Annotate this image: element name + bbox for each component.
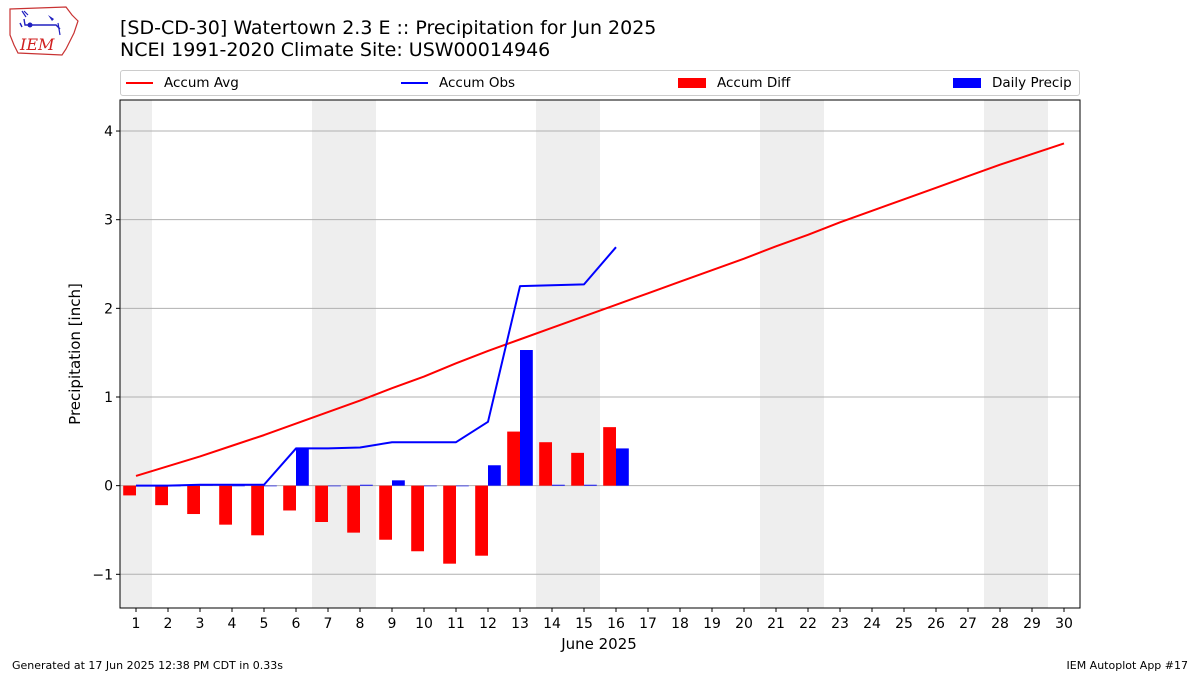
x-tick-label: 1 [132,616,141,632]
accum-obs-line [136,246,617,487]
accum-diff-bar [347,485,360,533]
x-tick-label: 9 [388,616,397,632]
daily-precip-bar [360,484,373,486]
chart-legend: Accum Avg Accum Obs Accum Diff Daily Pre… [120,70,1080,96]
legend-entry-daily-precip: Daily Precip [953,74,1072,92]
accum-diff-bar [507,431,520,486]
svg-text:IEM: IEM [19,35,55,54]
generated-timestamp: Generated at 17 Jun 2025 12:38 PM CDT in… [12,659,284,672]
daily-precip-bar [456,485,469,487]
x-axis-label: June 2025 [560,635,637,653]
y-tick-label: 0 [104,479,113,495]
legend-swatch-accum-diff [678,78,706,88]
x-tick-label: 28 [991,616,1009,632]
daily-precip-bar [424,485,437,487]
x-tick-label: 10 [415,616,433,632]
x-tick-label: 21 [767,616,785,632]
accum-diff-bar [411,485,424,552]
accum-avg-line [135,142,1065,477]
accum-diff-bar [155,485,168,506]
chart-title: [SD-CD-30] Watertown 2.3 E :: Precipitat… [120,17,657,39]
x-tick-label: 15 [575,616,593,632]
x-tick-label: 11 [447,616,465,632]
x-tick-label: 19 [703,616,721,632]
accum-diff-bar [251,485,264,536]
x-tick-label: 3 [196,616,205,632]
weekend-shade [984,100,1016,608]
y-tick-label: 4 [104,124,113,140]
legend-swatch-daily-precip [953,78,981,88]
daily-precip-bar [296,448,309,486]
weekend-shade [760,100,792,608]
app-label: IEM Autoplot App #17 [1066,659,1189,672]
accum-diff-bar [571,452,584,486]
accum-diff-bar [219,485,232,525]
daily-precip-bar [232,485,245,487]
accum-diff-bar [315,485,328,523]
x-tick-label: 14 [543,616,561,632]
legend-entry-accum-obs: Accum Obs [401,74,515,92]
x-tick-label: 13 [511,616,529,632]
legend-entry-accum-avg: Accum Avg [126,74,239,92]
x-tick-label: 16 [607,616,625,632]
y-tick-label: 1 [104,390,113,406]
legend-swatch-accum-avg [126,82,153,84]
x-tick-label: 20 [735,616,753,632]
accum-diff-bar [123,485,136,496]
plot-frame [119,99,1081,609]
x-tick-label: 2 [164,616,173,632]
y-tick-label: 2 [104,301,113,317]
x-tick-label: 22 [799,616,817,632]
x-tick-label: 29 [1023,616,1041,632]
daily-precip-bar [328,485,341,487]
x-tick-label: 5 [260,616,269,632]
daily-precip-bar [520,350,533,486]
accum-diff-bar [539,442,552,486]
weekend-shade [120,100,152,608]
daily-precip-bar [616,448,629,486]
weekend-shade [536,100,568,608]
weekend-shade [568,100,600,608]
accum-diff-bar [603,427,616,486]
legend-label-accum-diff: Accum Diff [717,75,791,91]
x-tick-label: 30 [1055,616,1073,632]
legend-label-daily-precip: Daily Precip [992,75,1072,91]
x-tick-label: 24 [863,616,881,632]
x-tick-label: 27 [959,616,977,632]
iem-logo: IEM [8,5,80,61]
daily-precip-bar [392,480,405,486]
x-tick-label: 18 [671,616,689,632]
chart-subtitle: NCEI 1991-2020 Climate Site: USW00014946 [120,39,551,61]
x-tick-label: 7 [324,616,333,632]
y-axis-label: Precipitation [inch] [66,283,84,425]
x-tick-label: 23 [831,616,849,632]
x-tick-label: 6 [292,616,301,632]
x-tick-label: 17 [639,616,657,632]
weekend-shade [312,100,344,608]
daily-precip-bar [584,484,597,486]
x-tick-label: 26 [927,616,945,632]
x-tick-label: 8 [356,616,365,632]
accum-diff-bar [475,485,488,556]
legend-swatch-accum-obs [401,82,428,84]
x-tick-label: 4 [228,616,237,632]
weekend-shade [792,100,824,608]
accum-diff-bar [379,485,392,540]
accum-diff-bar [187,485,200,515]
y-tick-label: 3 [104,213,113,229]
x-tick-label: 25 [895,616,913,632]
legend-label-accum-avg: Accum Avg [164,75,239,91]
legend-label-accum-obs: Accum Obs [439,75,516,91]
weekend-shade [1016,100,1048,608]
daily-precip-bar [264,485,277,487]
daily-precip-bar [488,465,501,486]
accum-diff-bar [283,485,296,511]
accum-diff-bar [443,485,456,564]
x-tick-label: 12 [479,616,497,632]
y-tick-label: −1 [92,567,113,583]
daily-precip-bar [552,484,565,486]
legend-entry-accum-diff: Accum Diff [678,74,790,92]
